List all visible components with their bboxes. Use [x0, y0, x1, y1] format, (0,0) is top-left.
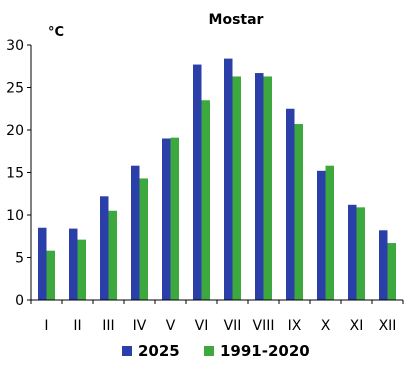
x-tick-label: V [166, 318, 176, 334]
bar-series1-VI [193, 64, 202, 300]
y-tick-label: 5 [15, 251, 24, 267]
x-tick-label: VI [195, 318, 209, 334]
legend-swatch [204, 346, 214, 356]
x-tick-label: II [73, 318, 81, 334]
legend: 2025 1991-2020 [122, 342, 310, 360]
bar-series1-XI [348, 204, 357, 300]
x-tick-label: I [44, 318, 48, 334]
x-tick-label: IX [288, 318, 302, 334]
y-tick-label: 20 [6, 123, 24, 139]
bar-series2-X [325, 165, 334, 300]
legend-swatch [122, 346, 132, 356]
x-tick-label: XII [379, 318, 397, 334]
y-tick-label: 0 [15, 293, 24, 309]
bar-series1-II [69, 228, 78, 300]
bar-series2-VI [201, 100, 210, 300]
x-tick-label: III [102, 318, 114, 334]
bar-series1-I [38, 227, 47, 300]
bar-series2-IV [139, 178, 148, 300]
bar-series2-XI [356, 207, 365, 300]
x-tick-label: VIII [253, 318, 275, 334]
y-tick-label: 30 [6, 38, 24, 54]
bar-series2-IX [294, 124, 303, 300]
x-tick-label: XI [350, 318, 364, 334]
bar-series2-VII [232, 76, 241, 300]
y-axis-unit: °C [48, 25, 64, 40]
bar-series2-V [170, 137, 179, 300]
y-tick-label: 25 [6, 81, 24, 97]
bar-series1-VIII [255, 73, 264, 300]
x-axis: I II III IV V VI VII VIII IX X XI XII [30, 299, 404, 334]
x-tick-label: IV [133, 318, 147, 334]
legend-label: 2025 [138, 342, 180, 360]
y-axis: 0 5 10 15 20 25 30 [6, 38, 32, 309]
bar-series1-III [100, 196, 109, 300]
bar-series1-V [162, 138, 171, 300]
y-tick-label: 10 [6, 208, 24, 224]
bar-series2-VIII [263, 76, 272, 300]
bar-series2-XII [387, 243, 396, 300]
chart-title: Mostar [209, 12, 264, 28]
bar-series2-I [46, 250, 55, 300]
bar-series1-IV [131, 165, 140, 300]
bar-series1-X [317, 170, 326, 300]
bar-series1-VII [224, 58, 233, 300]
bar-series2-II [77, 239, 86, 300]
x-tick-label: VII [224, 318, 242, 334]
bar-series1-XII [379, 230, 388, 300]
legend-label: 1991-2020 [220, 342, 310, 360]
bar-series1-IX [286, 108, 295, 300]
bar-series2-III [108, 210, 117, 300]
y-tick-label: 15 [6, 166, 24, 182]
bars [38, 58, 396, 300]
x-tick-label: X [321, 318, 331, 334]
